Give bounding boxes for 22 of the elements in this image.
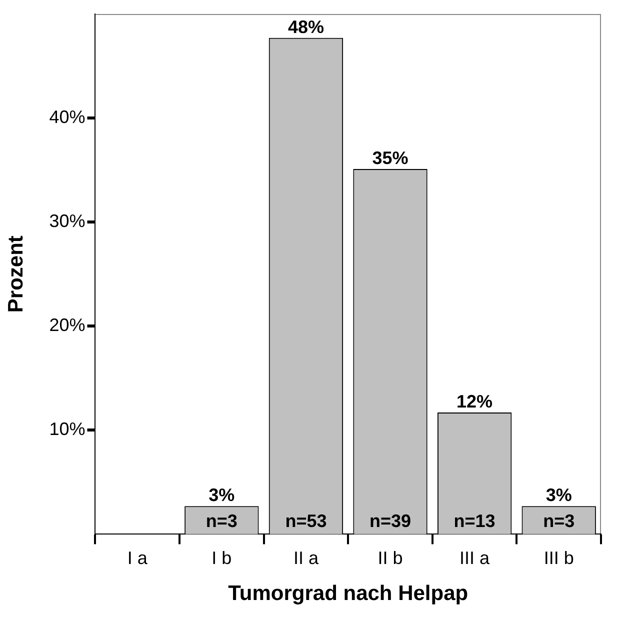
x-tick-label: I a	[127, 548, 148, 568]
y-axis-title: Prozent	[4, 236, 28, 313]
annotation: n=39	[369, 511, 412, 532]
annotation: n=13	[454, 511, 496, 532]
annotation: n=3	[543, 511, 575, 532]
x-tick-label: II b	[378, 548, 403, 568]
annotation: n=3	[206, 511, 238, 532]
x-tick-label: III a	[460, 548, 491, 568]
y-tick-label: 30%	[49, 211, 86, 232]
y-tick-label: 20%	[49, 315, 86, 336]
x-tick-label: II a	[293, 548, 320, 568]
data-label: 3%	[208, 485, 235, 506]
data-label: 3%	[546, 485, 572, 506]
data-label: 35%	[372, 148, 408, 168]
y-tick-label: 10%	[49, 419, 86, 440]
y-tick-label: 40%	[49, 107, 86, 128]
data-label: 48%	[288, 16, 324, 37]
data-label: 12%	[456, 391, 493, 412]
x-axis-title: Tumorgrad nach Helpap	[228, 582, 468, 606]
x-tick-label: III b	[544, 548, 574, 568]
x-tick-label: I b	[212, 548, 232, 568]
annotation: n=53	[285, 511, 327, 532]
